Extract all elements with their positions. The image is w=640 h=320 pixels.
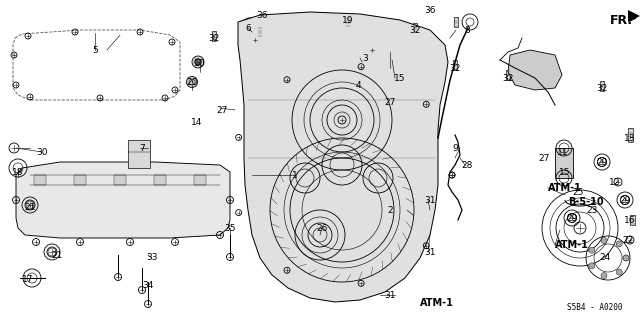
Text: B-5-10: B-5-10 [568,197,604,207]
Circle shape [589,263,595,269]
Polygon shape [240,18,270,60]
Text: 29: 29 [596,157,608,166]
Text: 28: 28 [461,161,473,170]
Circle shape [616,269,622,275]
Text: 31: 31 [424,196,436,204]
Text: 29: 29 [566,213,578,222]
Text: 22: 22 [622,236,634,244]
Text: 36: 36 [256,11,268,20]
Text: 32: 32 [208,34,220,43]
Text: 14: 14 [191,117,203,126]
Text: 4: 4 [355,81,361,90]
Text: 16: 16 [624,215,636,225]
Text: 31: 31 [424,247,436,257]
Text: 27: 27 [216,106,228,115]
Polygon shape [358,35,392,65]
Text: 36: 36 [424,5,436,14]
Text: 5: 5 [92,45,98,54]
Text: ATM-1: ATM-1 [420,298,454,308]
Bar [506,70,510,80]
Polygon shape [628,10,640,22]
Text: 2: 2 [387,205,393,214]
Bar [34,175,46,185]
Bar [413,23,417,33]
Text: 15: 15 [559,167,571,177]
Text: 33: 33 [147,253,157,262]
Circle shape [623,255,629,261]
Text: 32: 32 [502,74,514,83]
Text: 9: 9 [452,143,458,153]
Bar [600,81,604,91]
Circle shape [589,247,595,253]
Text: 18: 18 [12,167,24,177]
Text: 25: 25 [572,188,584,196]
Bar [74,175,86,185]
Text: 15: 15 [394,74,406,83]
Polygon shape [238,12,448,302]
Text: 1: 1 [292,171,298,180]
Text: 21: 21 [24,203,36,212]
Bar [454,17,458,27]
Text: 32: 32 [410,26,420,35]
Text: 10: 10 [195,59,205,68]
Text: 35: 35 [224,223,236,233]
Circle shape [616,241,622,247]
Circle shape [601,273,607,278]
Circle shape [623,255,629,261]
Text: 26: 26 [316,223,328,233]
Text: 29: 29 [620,196,630,204]
Text: 12: 12 [609,178,621,187]
Bar [346,17,350,27]
Bar [128,140,150,168]
Bar [627,128,632,142]
Text: ATM-1: ATM-1 [548,183,582,193]
Bar [555,148,573,178]
Text: 32: 32 [449,63,461,73]
Polygon shape [16,162,230,238]
Text: 34: 34 [142,281,154,290]
Text: 17: 17 [22,276,34,284]
Text: 13: 13 [624,133,636,142]
Text: 8: 8 [464,26,470,35]
Circle shape [192,56,204,68]
Text: 24: 24 [600,253,611,262]
Circle shape [601,237,607,244]
Text: 11: 11 [557,148,569,156]
Bar [194,175,206,185]
Text: 21: 21 [51,251,63,260]
Text: 6: 6 [245,23,251,33]
Text: 32: 32 [596,84,608,92]
Bar [630,215,634,225]
Bar [212,31,216,41]
Text: ATM-1: ATM-1 [555,240,589,250]
Circle shape [195,59,201,65]
Text: FR.: FR. [610,14,633,27]
Text: 20: 20 [186,77,198,86]
Polygon shape [508,50,562,90]
Text: 31: 31 [384,291,396,300]
Circle shape [186,76,198,87]
Text: 27: 27 [384,98,396,107]
Text: 19: 19 [342,15,354,25]
Text: 3: 3 [362,53,368,62]
Text: S5B4 - A0200: S5B4 - A0200 [567,303,623,313]
Bar [453,60,457,70]
Text: 23: 23 [586,205,598,214]
Text: 7: 7 [139,143,145,153]
Bar [114,175,126,185]
Bar [154,175,166,185]
Text: 30: 30 [36,148,48,156]
Text: 27: 27 [538,154,550,163]
Bar [258,27,262,37]
